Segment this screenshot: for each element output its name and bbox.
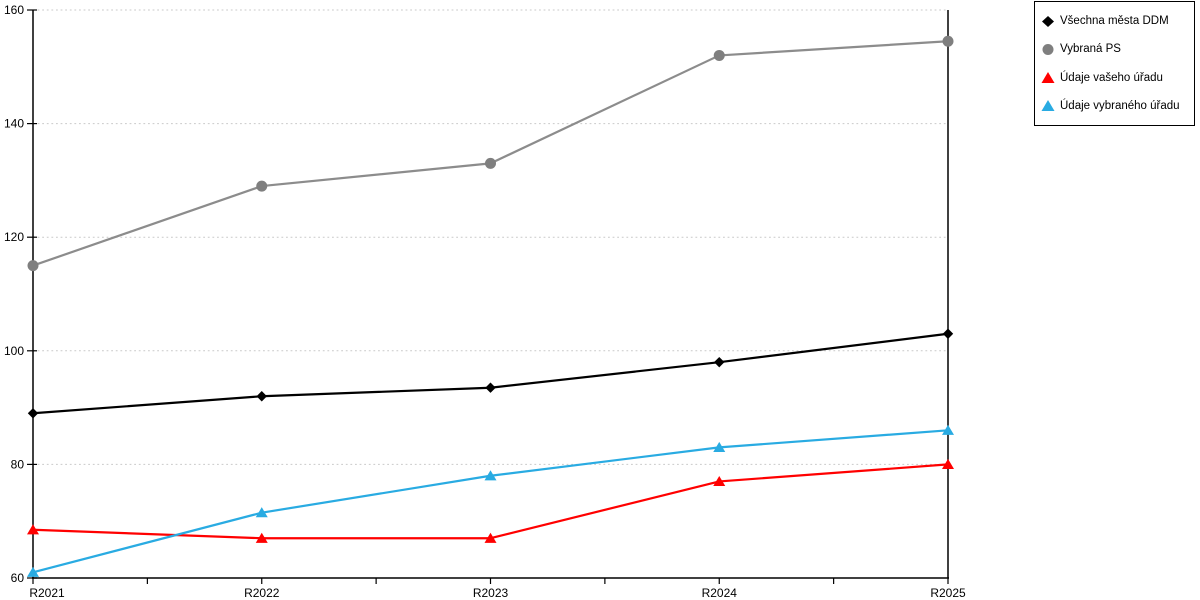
legend-marker-icon (1041, 100, 1055, 112)
legend-item-1: Vybraná PS (1041, 43, 1188, 56)
series-line (31, 332, 950, 415)
y-axis-tick-label: 160 (4, 3, 24, 17)
data-point-marker (485, 157, 496, 169)
data-point-marker (942, 328, 954, 339)
data-point-marker (255, 532, 268, 543)
data-point-marker (256, 391, 267, 402)
x-axis-tick-label: R2025 (930, 586, 966, 600)
data-point-marker (27, 408, 39, 419)
data-point-marker (713, 441, 726, 452)
legend-item-3: Údaje vybraného úřadu (1041, 99, 1188, 112)
data-point-marker (714, 356, 725, 368)
legend-marker-icon (1042, 15, 1054, 27)
data-point-marker (942, 458, 954, 469)
data-point-marker (484, 532, 497, 543)
data-point-marker (255, 507, 268, 518)
y-axis-tick-label: 100 (4, 344, 24, 358)
data-point-marker (27, 524, 39, 535)
x-axis-tick-label: R2024 (702, 586, 738, 600)
series-line (31, 40, 950, 267)
legend-marker-icon (1041, 72, 1055, 84)
legend: Všechna města DDM Vybraná PS Údaje vašeho … (1034, 1, 1195, 126)
data-point-marker (713, 475, 726, 487)
data-point-marker (485, 382, 496, 393)
y-axis-tick-label: 80 (11, 457, 25, 471)
legend-label: Vybraná PS (1060, 43, 1121, 56)
y-axis-tick-label: 140 (4, 117, 24, 131)
x-axis-tick-label: R2021 (29, 586, 65, 600)
x-axis-tick-label: R2022 (244, 586, 280, 600)
data-point-marker (27, 260, 39, 272)
legend-marker-icon (1042, 43, 1054, 55)
series-0 (27, 328, 954, 419)
series-2 (27, 458, 954, 543)
data-point-marker (256, 180, 268, 192)
y-axis-tick-label: 120 (4, 230, 24, 244)
x-axis-tick-label: R2023 (473, 586, 509, 600)
data-point-marker (942, 424, 954, 435)
series-1 (27, 35, 954, 272)
legend-label: Údaje vybraného úřadu (1060, 99, 1180, 112)
data-point-marker (942, 35, 954, 47)
series-line (31, 429, 950, 574)
legend-label: Údaje vašeho úřadu (1060, 71, 1163, 84)
legend-item-2: Údaje vašeho úřadu (1041, 71, 1188, 84)
data-point-marker (27, 566, 39, 577)
legend-item-0: Všechna města DDM (1041, 15, 1188, 28)
series-3 (27, 424, 954, 577)
y-axis-tick-label: 60 (11, 571, 25, 585)
data-point-marker (713, 49, 725, 61)
data-point-marker (484, 470, 497, 481)
legend-label: Všechna města DDM (1060, 15, 1169, 28)
